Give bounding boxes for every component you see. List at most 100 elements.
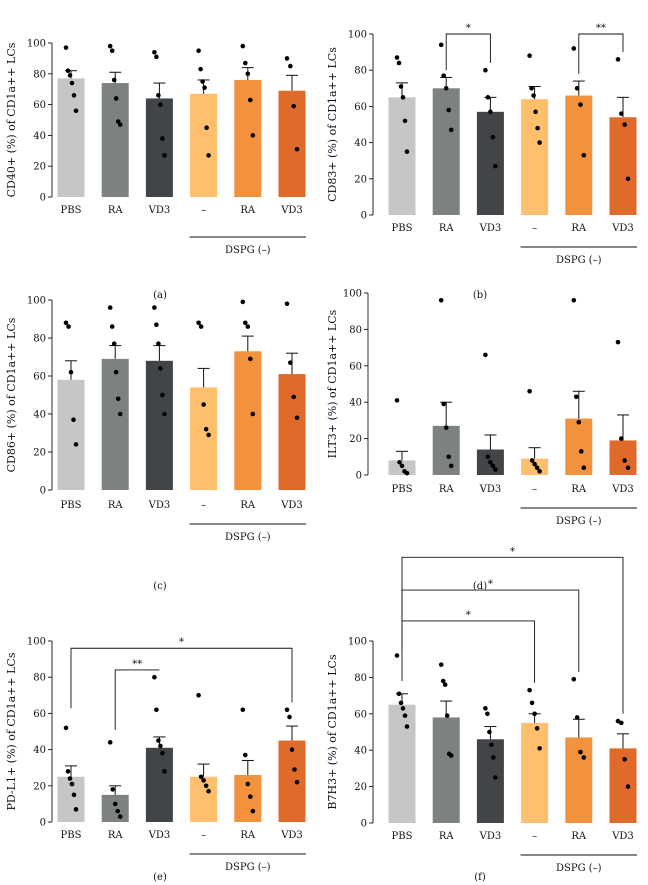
group-label: DSPG (–) <box>225 245 271 256</box>
panel-b: 0 20 40 60 80 100 CD83+ (%) of CD1a++ LCs PBS RA… <box>326 23 637 301</box>
data-point <box>154 322 159 328</box>
panel-label: (c) <box>153 581 167 592</box>
y-tick-label: 40 <box>33 410 46 421</box>
data-point <box>152 674 157 680</box>
group-label: DSPG (–) <box>225 862 271 873</box>
y-tick-label: 20 <box>354 174 367 185</box>
data-point <box>206 788 211 794</box>
significance-bracket <box>401 556 624 714</box>
data-point <box>399 463 405 469</box>
data-point <box>152 305 157 310</box>
data-point <box>535 125 540 131</box>
data-point <box>578 749 583 755</box>
bar <box>521 99 549 215</box>
y-axis-label: CD83+ (%) of CD1a++ LCs <box>326 47 339 202</box>
data-point <box>196 48 201 53</box>
data-point <box>156 93 161 98</box>
y-tick-label: 80 <box>354 66 367 77</box>
data-point <box>537 746 542 751</box>
bar <box>101 83 129 197</box>
y-tick-label: 60 <box>33 372 46 383</box>
data-point <box>113 369 119 375</box>
data-point <box>73 442 79 447</box>
data-point <box>67 776 73 781</box>
y-axis-label: CD40+ (%) of CD1a++ LCs <box>5 42 18 197</box>
data-point <box>248 794 253 799</box>
y-tick-label: 20 <box>349 434 362 445</box>
data-point <box>240 299 246 305</box>
data-point <box>162 153 167 158</box>
data-point <box>65 68 71 74</box>
category-label: VD3 <box>479 831 502 842</box>
category-label: VD3 <box>611 223 634 234</box>
data-point <box>446 107 452 113</box>
data-point <box>396 691 402 697</box>
data-point <box>493 775 498 780</box>
data-point <box>73 807 79 812</box>
data-point <box>440 678 446 684</box>
bar <box>278 374 306 490</box>
data-point <box>117 122 123 127</box>
data-point <box>619 436 624 441</box>
category-label: VD3 <box>611 484 634 495</box>
data-point <box>488 459 493 465</box>
significance-label: * <box>179 637 184 648</box>
y-tick-label: 60 <box>33 709 46 720</box>
data-point <box>442 682 448 687</box>
y-axis-label: B7H3+ (%) of CD1a++ LCs <box>326 654 339 810</box>
data-point <box>107 305 113 310</box>
data-point <box>284 56 290 61</box>
data-point <box>397 459 402 465</box>
data-point <box>206 153 211 158</box>
data-point <box>574 715 580 720</box>
category-label: – <box>201 205 206 216</box>
data-point <box>615 339 621 345</box>
data-point <box>527 53 532 59</box>
data-point <box>491 755 496 760</box>
data-point <box>160 392 165 398</box>
category-label: VD3 <box>280 830 303 841</box>
y-tick-label: 60 <box>33 100 46 111</box>
data-point <box>107 43 113 49</box>
data-point <box>483 67 488 73</box>
y-tick-label: 0 <box>40 193 46 204</box>
data-point <box>291 394 296 400</box>
panel-label: (e) <box>153 872 167 883</box>
category-label: RA <box>108 205 124 216</box>
data-point <box>581 152 587 158</box>
data-point <box>111 77 117 83</box>
data-point <box>289 747 295 752</box>
category-label: RA <box>439 223 455 234</box>
category-label: PBS <box>392 223 413 234</box>
data-point <box>448 463 454 469</box>
y-tick-label: 40 <box>349 398 362 409</box>
data-point <box>402 118 408 124</box>
bar <box>432 88 460 215</box>
bar <box>476 739 504 823</box>
data-point <box>571 46 577 51</box>
data-point <box>196 693 201 698</box>
data-point <box>578 102 583 107</box>
data-point <box>622 757 627 762</box>
data-point <box>156 738 161 743</box>
bar <box>521 722 549 823</box>
y-tick-label: 80 <box>349 325 362 336</box>
group-label: DSPG (–) <box>556 255 602 266</box>
data-point <box>291 103 296 109</box>
y-tick-label: 100 <box>348 30 367 41</box>
data-point <box>240 43 246 49</box>
bar <box>190 776 218 822</box>
category-label: VD3 <box>148 830 171 841</box>
data-point <box>529 700 535 706</box>
data-point <box>117 411 123 417</box>
data-point <box>160 750 165 756</box>
bar <box>145 747 173 822</box>
data-point <box>443 86 449 91</box>
data-point <box>284 707 290 713</box>
data-point <box>394 653 400 658</box>
data-point <box>287 714 292 720</box>
data-point <box>201 778 206 783</box>
data-point <box>576 419 582 425</box>
y-tick-label: 80 <box>354 673 367 684</box>
data-point <box>162 411 167 417</box>
